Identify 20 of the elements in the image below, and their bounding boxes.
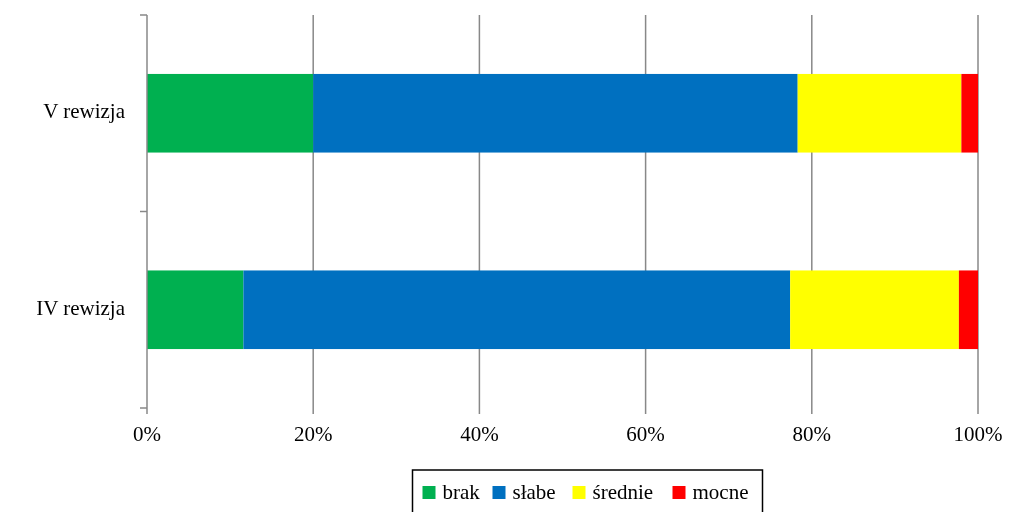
legend-label: słabe — [512, 480, 556, 504]
bar — [790, 270, 959, 350]
x-tick-label: 60% — [626, 422, 665, 446]
legend-label: mocne — [692, 480, 749, 504]
x-tick-label: 20% — [293, 422, 333, 446]
bar — [797, 73, 962, 153]
bar — [958, 270, 978, 350]
legend-label: średnie — [592, 480, 654, 504]
x-tick-label: 0% — [133, 422, 161, 446]
x-tick-label: 40% — [460, 422, 499, 446]
bar — [313, 73, 798, 153]
bar — [961, 73, 978, 153]
legend-label: brak — [442, 480, 481, 504]
bar — [147, 270, 244, 350]
y-tick-label: V rewizja — [43, 99, 126, 124]
bar — [243, 270, 791, 350]
y-tick-label: IV rewizja — [36, 295, 126, 320]
x-tick-label: 100% — [953, 422, 1003, 446]
bar — [147, 73, 314, 153]
x-tick-label: 80% — [792, 422, 832, 446]
